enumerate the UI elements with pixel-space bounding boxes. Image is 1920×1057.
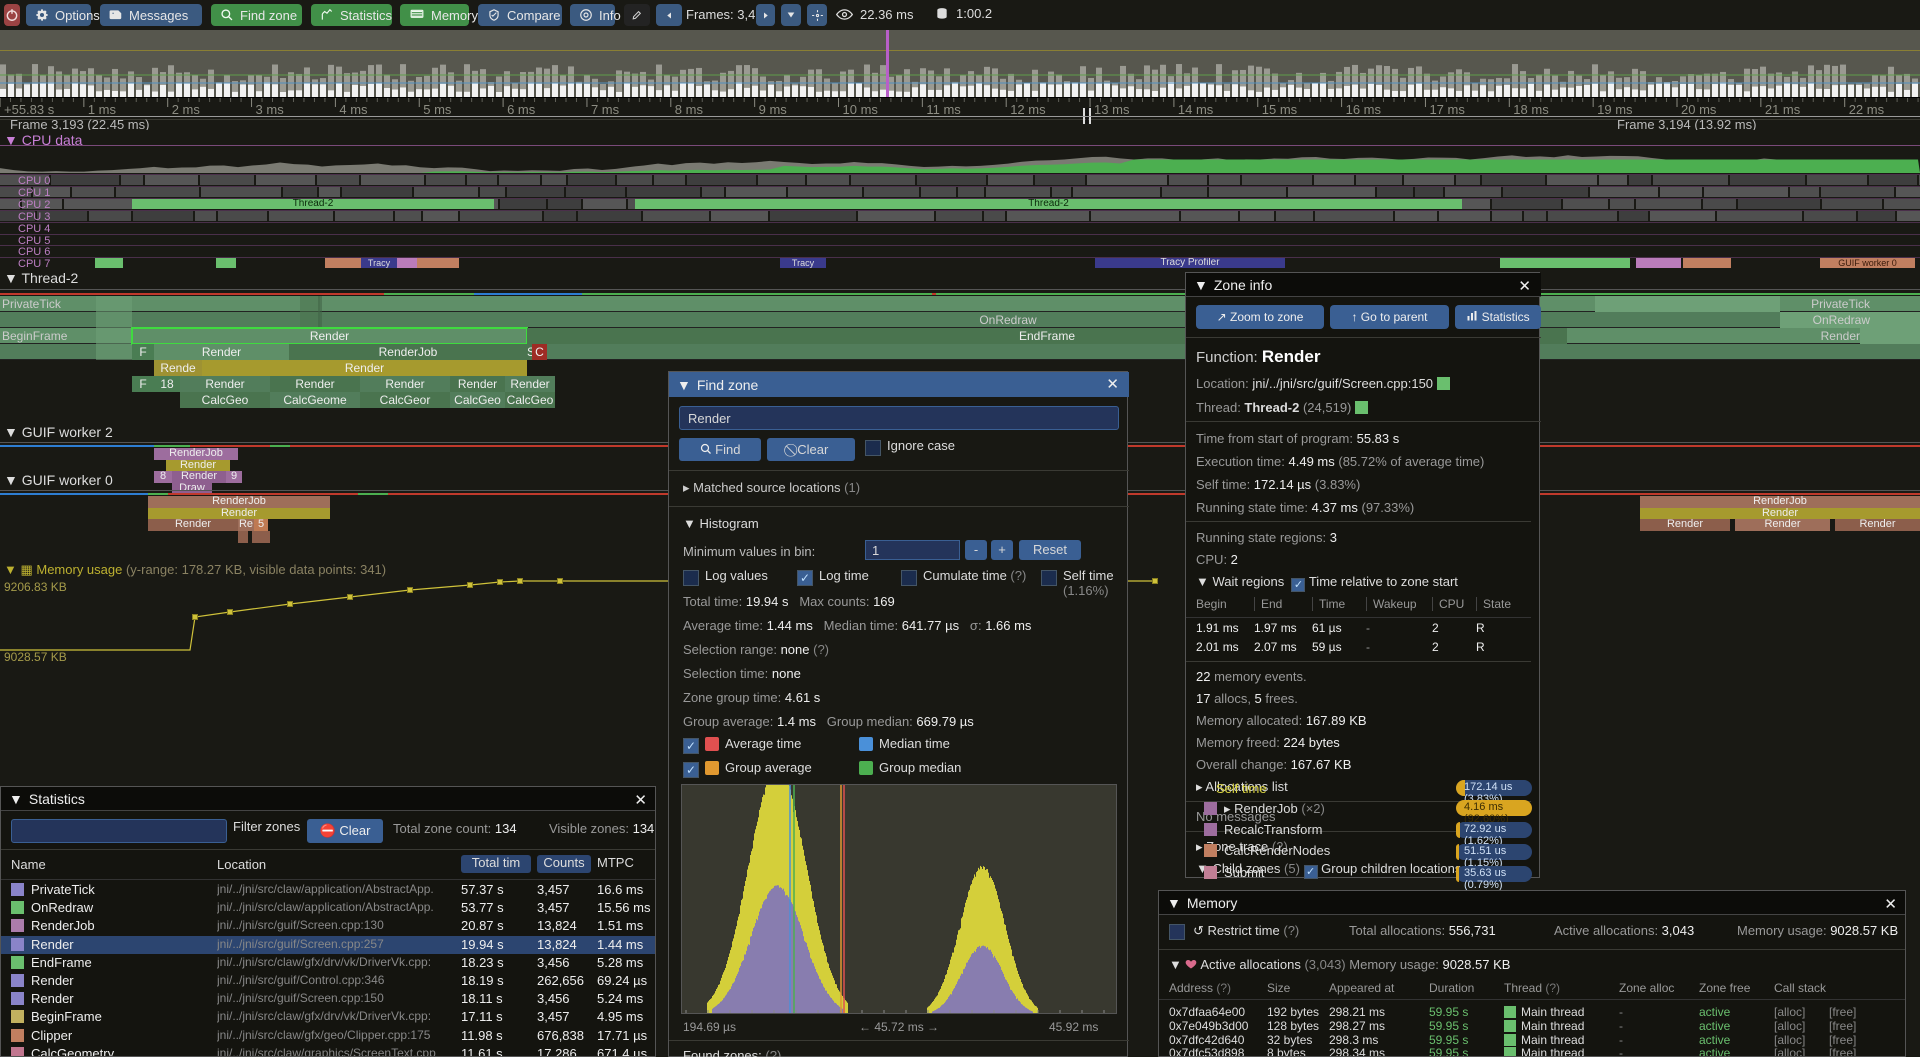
svg-text:17 ms: 17 ms (1429, 102, 1465, 117)
svg-text:3 ms: 3 ms (256, 102, 285, 117)
svg-text:4 ms: 4 ms (339, 102, 368, 117)
svg-text:8 ms: 8 ms (675, 102, 704, 117)
svg-text:7 ms: 7 ms (591, 102, 620, 117)
svg-text:10 ms: 10 ms (843, 102, 879, 117)
svg-text:22 ms: 22 ms (1849, 102, 1885, 117)
svg-text:1 ms: 1 ms (88, 102, 117, 117)
svg-text:5 ms: 5 ms (423, 102, 452, 117)
svg-text:19 ms: 19 ms (1597, 102, 1633, 117)
svg-text:+55.83 s: +55.83 s (4, 102, 55, 117)
svg-text:13 ms: 13 ms (1094, 102, 1130, 117)
svg-text:11 ms: 11 ms (926, 102, 961, 117)
svg-text:15 ms: 15 ms (1262, 102, 1298, 117)
svg-text:16 ms: 16 ms (1346, 102, 1382, 117)
svg-text:20 ms: 20 ms (1681, 102, 1717, 117)
svg-text:6 ms: 6 ms (507, 102, 536, 117)
svg-text:21 ms: 21 ms (1765, 102, 1801, 117)
svg-text:9 ms: 9 ms (759, 102, 788, 117)
svg-text:2 ms: 2 ms (172, 102, 201, 117)
svg-text:18 ms: 18 ms (1513, 102, 1549, 117)
svg-text:14 ms: 14 ms (1178, 102, 1214, 117)
svg-text:12 ms: 12 ms (1010, 102, 1046, 117)
